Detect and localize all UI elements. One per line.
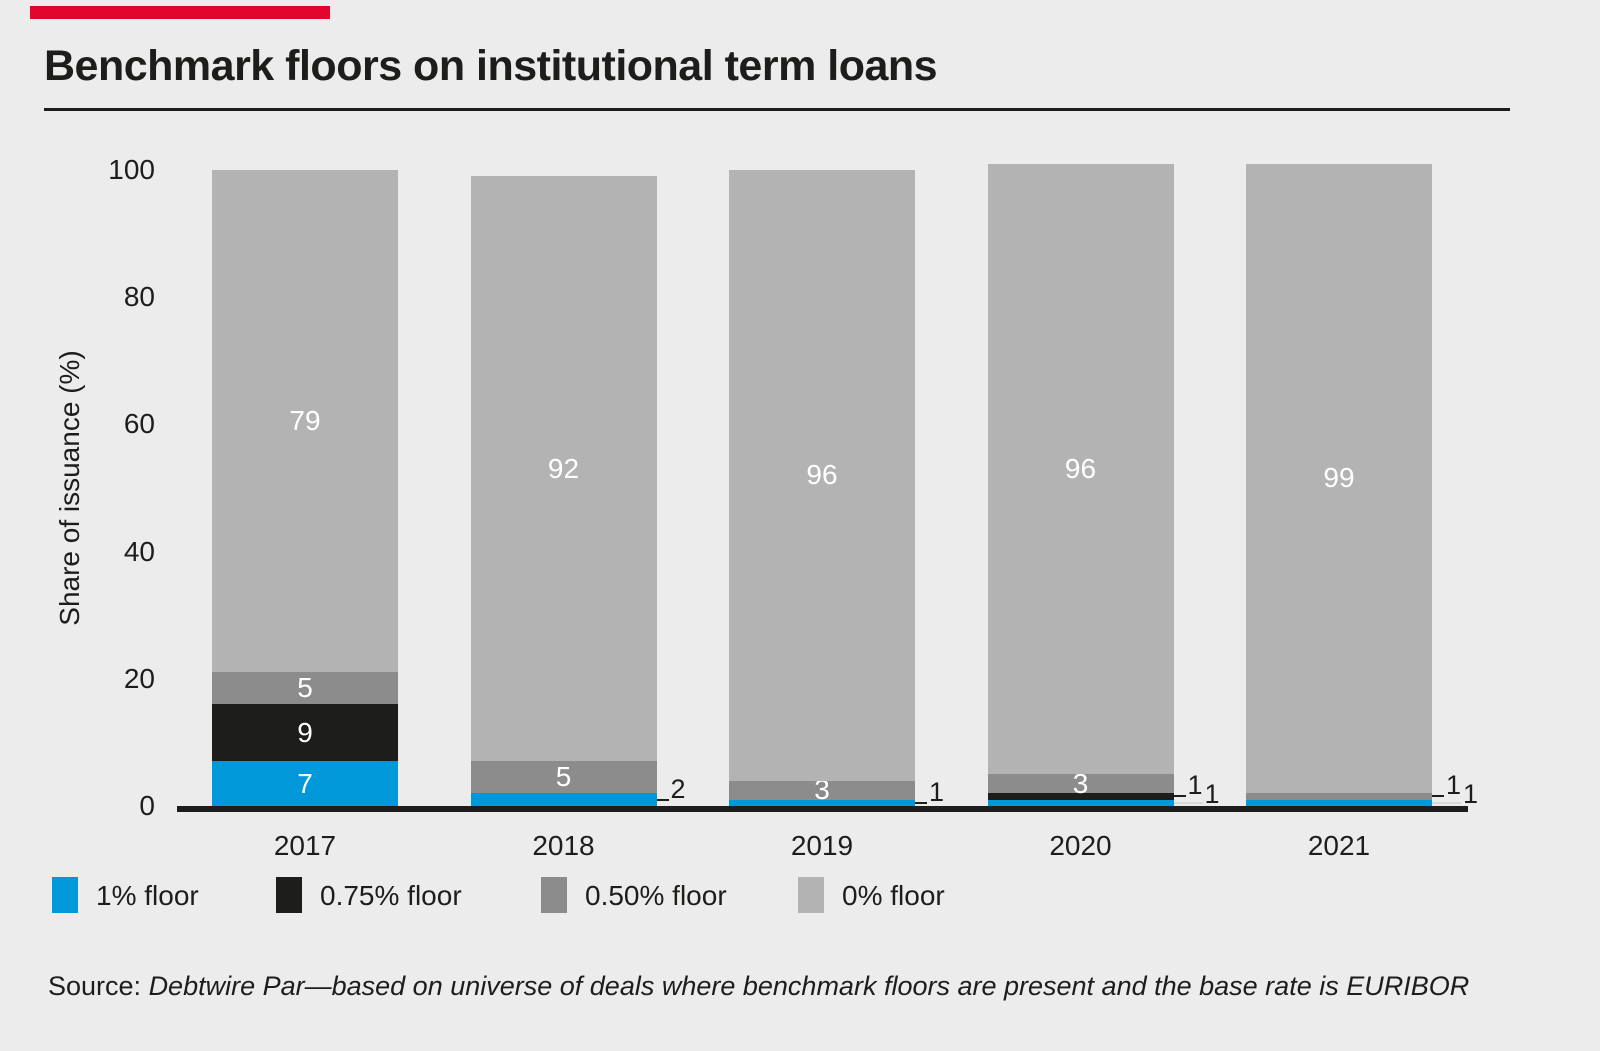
bar-value-label: 5 [555,761,572,793]
legend-label: 0.75% floor [320,880,462,911]
value-leader-line [656,798,669,801]
bar-value-label-outside: 1 [929,776,945,807]
y-tick-label: 0 [139,790,155,821]
y-tick-label: 80 [123,281,155,313]
bar-value-label-outside: 1 [1204,778,1220,809]
value-leader-line [915,801,927,804]
bar-segment [729,780,915,800]
bar-value-label: 9 [297,716,313,748]
bar-segment [212,761,398,806]
y-axis-title: Share of issuance (%) [54,350,85,626]
bar-segment [987,799,1174,806]
title-underline [44,108,1510,111]
legend-swatch [52,877,78,913]
bar-value-label: 3 [814,774,830,806]
bar-segment [1246,793,1432,800]
x-tick-label: 2019 [790,830,854,861]
y-tick-label: 100 [108,154,155,185]
bar-value-label-outside: 2 [670,773,686,804]
bar-value-label: 96 [806,459,838,491]
legend-swatch [541,877,567,913]
bar-segment [987,774,1174,794]
legend-label: 1% floor [96,880,199,911]
value-leader-line [1173,801,1203,804]
bar-value-label: 92 [547,452,580,484]
value-leader-line [1432,795,1444,798]
x-tick-label: 2017 [273,830,337,861]
bar-segment [729,799,915,806]
value-leader-line [1432,801,1461,804]
value-leader-line [1173,795,1186,798]
bar-segment [1246,799,1432,806]
bar-segment [212,672,398,705]
x-tick-label: 2021 [1307,830,1371,861]
bar-value-label: 96 [1064,452,1097,484]
bar-segment [470,176,657,762]
bar-value-label: 7 [297,767,313,799]
bar-segment [212,170,398,673]
bar-segment [729,170,915,781]
bar-value-label: 5 [297,672,313,704]
x-tick-label: 2018 [532,830,595,861]
bar-segment [987,163,1174,775]
bar-segment [470,761,657,794]
source-note: Source: Debtwire Par—based on universe o… [48,970,1469,1002]
bar-value-label-outside: 1 [1446,770,1462,801]
y-tick-label: 40 [123,535,155,567]
x-tick-label: 2020 [1049,830,1112,861]
x-axis-line [177,806,1468,812]
bar-value-label: 99 [1323,462,1355,494]
chart-title: Benchmark floors on institutional term l… [44,42,938,90]
bar-value-label-outside: 1 [1187,770,1203,801]
legend-swatch [798,877,824,913]
bar-segment [987,793,1174,800]
bar-value-label: 79 [289,405,321,437]
bar-segment [212,704,398,762]
legend-swatch [276,877,302,913]
legend-label: 0.50% floor [585,880,727,911]
y-tick-label: 20 [123,662,155,694]
bar-value-label-outside: 1 [1463,778,1479,809]
legend-label: 0% floor [842,880,945,911]
source-text: Debtwire Par—based on universe of deals … [148,971,1470,1001]
bar-segment [470,793,657,806]
source-prefix: Source: [48,971,149,1001]
brand-accent-bar [30,6,330,19]
bar-value-label: 3 [1072,767,1089,799]
bar-segment [1246,163,1432,794]
y-tick-label: 60 [123,408,155,440]
